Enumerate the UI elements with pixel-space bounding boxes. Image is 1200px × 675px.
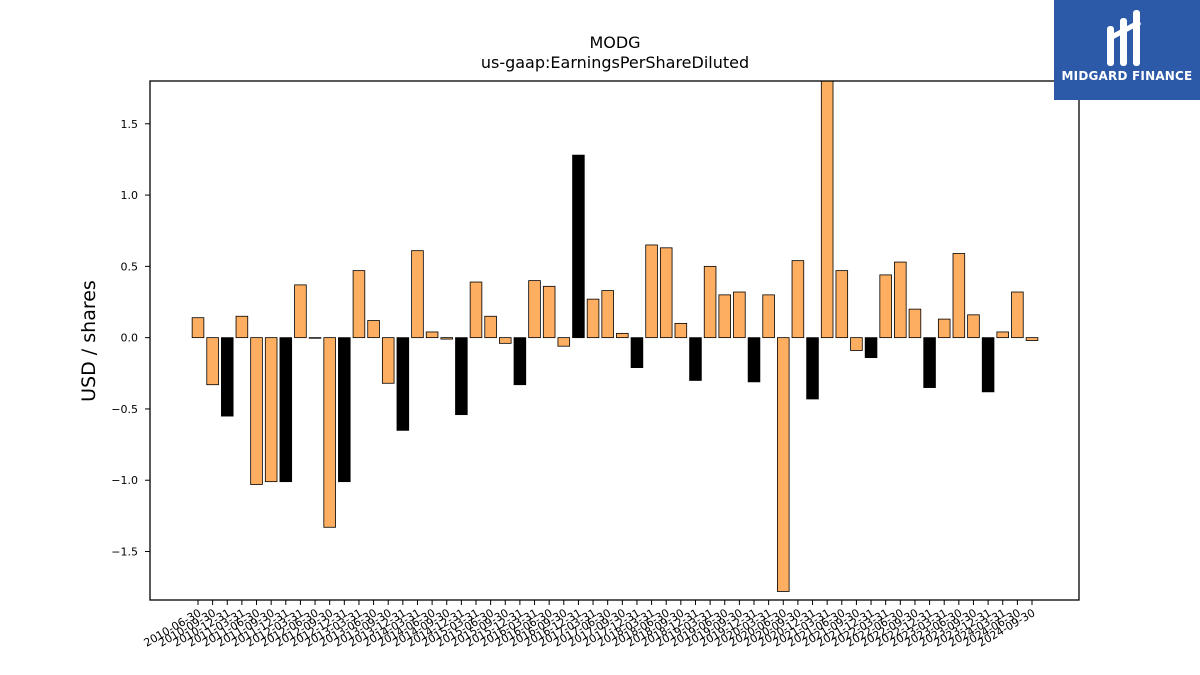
bar-2024-03-31	[996, 331, 1009, 339]
bar-2019-09-30	[733, 291, 746, 339]
y-tick-label: 1.5	[121, 118, 139, 131]
bar-2022-09-30	[908, 308, 922, 339]
bar-2021-12-31	[864, 337, 878, 359]
bar-2013-09-30	[381, 337, 395, 384]
x-ticks-group: 2010-06-302010-09-302010-12-312011-03-31…	[142, 600, 1038, 650]
bar-2022-12-31	[923, 337, 936, 388]
bar-2011-06-30	[250, 337, 263, 485]
brand-logo: MIDGARD FINANCE	[1054, 0, 1200, 100]
bar-2024-06-30	[1011, 291, 1024, 339]
bar-2013-12-31	[396, 337, 410, 431]
y-ticks-group: −1.5 −1.0 −0.5 0.0 0.5 1.0 1.5	[111, 118, 150, 559]
bar-2020-12-31	[806, 337, 819, 400]
bar-2013-06-30	[367, 320, 380, 339]
bar-2017-03-31	[586, 298, 600, 339]
bar-2020-09-30	[791, 260, 805, 339]
bar-2017-12-31	[630, 337, 644, 368]
bar-2015-03-31	[469, 281, 483, 339]
bar-2018-12-31	[689, 337, 702, 381]
y-tick-label: 1.0	[121, 189, 139, 202]
bar-2019-06-30	[718, 294, 731, 339]
bar-2013-03-31	[352, 270, 366, 339]
bar-2010-06-30	[191, 317, 205, 339]
midgard-logo-icon	[1107, 10, 1142, 66]
bar-2012-06-30	[308, 337, 322, 339]
bar-2014-03-31	[411, 250, 424, 339]
brand-name: MIDGARD FINANCE	[1061, 69, 1193, 83]
y-tick-label: −1.5	[111, 546, 138, 559]
bar-2014-09-30	[440, 337, 453, 340]
bar-2018-03-31	[645, 244, 658, 339]
bar-2023-06-30	[952, 253, 966, 339]
bar-2012-12-31	[338, 337, 351, 483]
bar-2021-09-30	[850, 337, 863, 351]
bar-2016-12-31	[572, 154, 585, 339]
y-tick-label: 0.5	[121, 260, 139, 273]
bar-2022-03-31	[879, 274, 892, 339]
bar-2023-09-30	[967, 314, 980, 339]
bar-2023-03-31	[937, 318, 951, 339]
y-tick-label: 0.0	[121, 332, 139, 345]
bar-2017-06-30	[601, 290, 614, 339]
bars-group	[191, 80, 1039, 592]
bar-2011-03-31	[235, 315, 249, 339]
y-tick-label: −0.5	[111, 403, 138, 416]
bar-2017-09-30	[616, 332, 629, 339]
bar-2012-03-31	[294, 284, 307, 339]
y-axis-label: USD / shares	[78, 280, 100, 402]
bar-2021-06-30	[835, 270, 849, 339]
bar-2022-06-30	[894, 261, 907, 339]
bar-2019-12-31	[747, 337, 761, 383]
bar-2016-06-30	[542, 285, 556, 339]
bar-2020-03-31	[762, 294, 775, 339]
bar-2015-12-31	[513, 337, 527, 386]
chart-title: MODG	[589, 33, 640, 52]
bar-2010-12-31	[221, 337, 234, 417]
bar-2023-12-31	[981, 337, 995, 393]
bar-2016-03-31	[528, 280, 541, 339]
bar-2015-06-30	[484, 315, 497, 339]
plot-frame	[149, 80, 1080, 601]
bar-2014-12-31	[455, 337, 468, 416]
bar-2018-09-30	[674, 322, 688, 339]
bar-2021-03-31	[820, 80, 834, 339]
bar-2011-09-30	[264, 337, 278, 483]
bar-2020-06-30	[777, 337, 790, 592]
bar-2016-09-30	[557, 337, 571, 347]
bar-2011-12-31	[279, 337, 293, 483]
y-tick-label: −1.0	[111, 474, 138, 487]
chart-subtitle: us-gaap:EarningsPerShareDiluted	[481, 53, 749, 72]
bar-2019-03-31	[703, 265, 717, 339]
bar-2010-09-30	[206, 337, 219, 386]
bar-2015-09-30	[499, 337, 512, 344]
bar-2018-06-30	[659, 247, 673, 339]
bar-2024-09-30	[1025, 337, 1039, 341]
bar-2014-06-30	[425, 331, 439, 339]
bar-2012-09-30	[323, 337, 336, 528]
